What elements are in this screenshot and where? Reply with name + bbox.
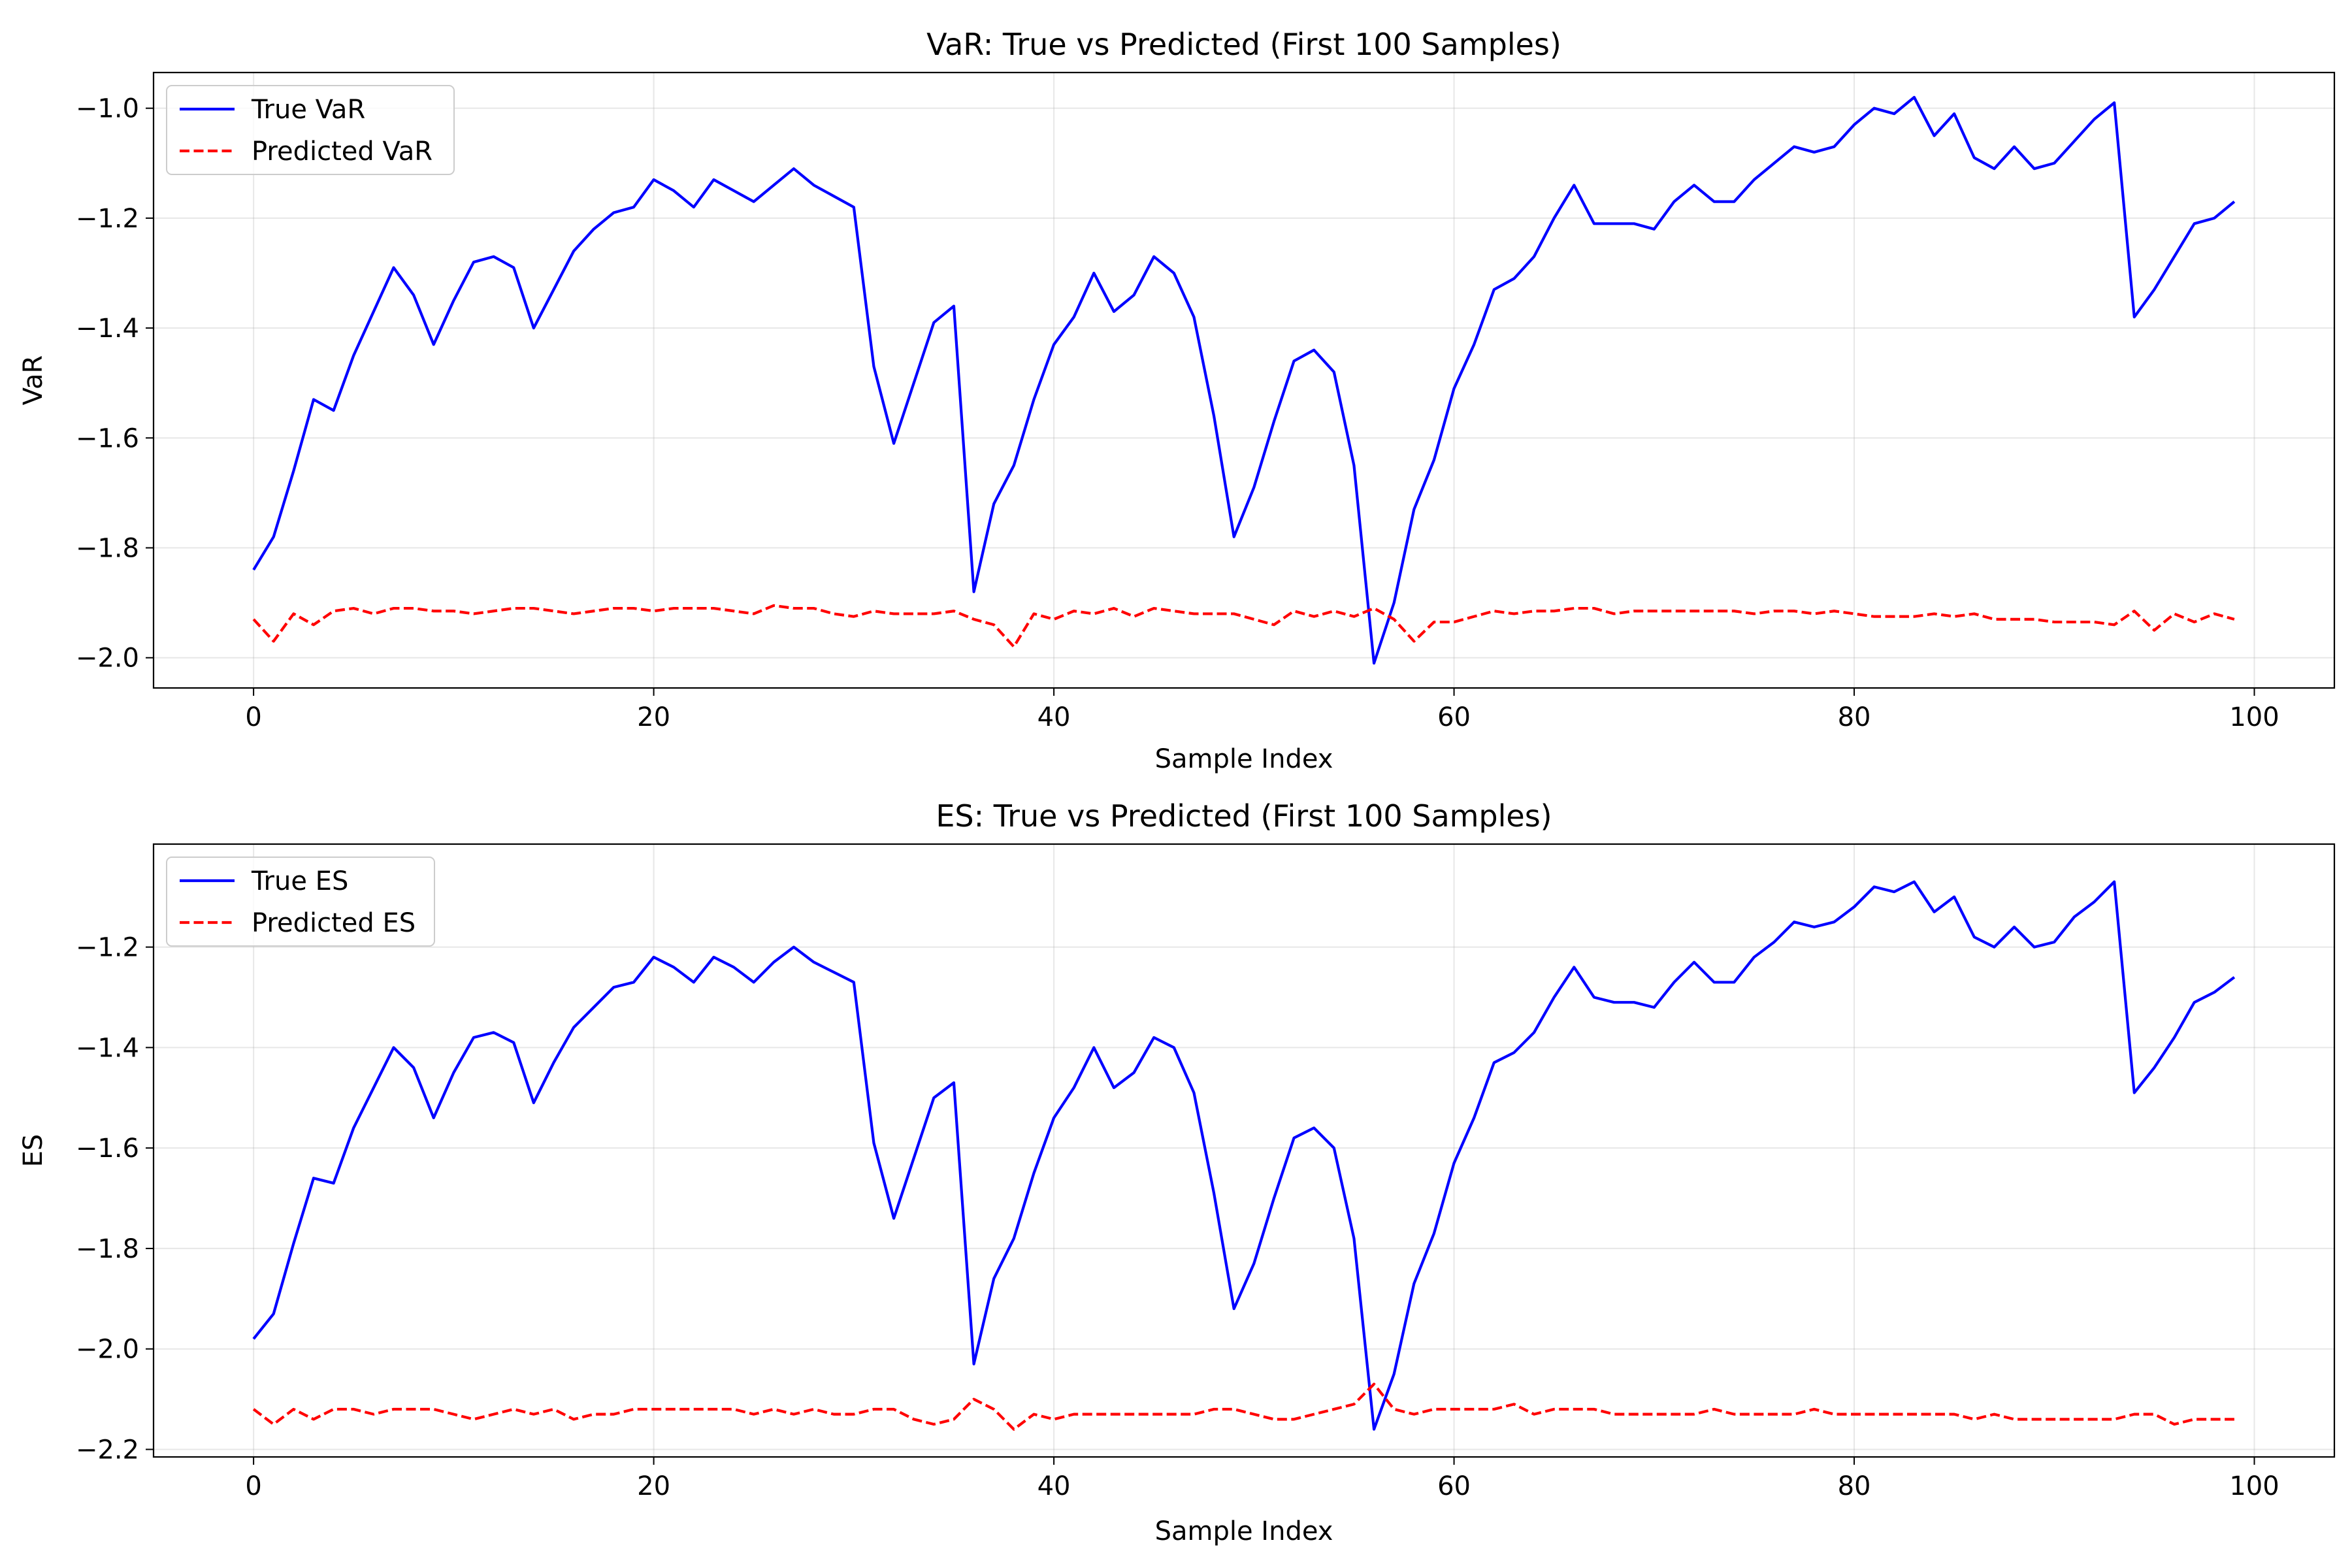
legend-box (166, 85, 455, 175)
var-series-predicted-line (252, 604, 2235, 649)
es-series-true-line (252, 880, 2236, 1431)
y-axis-label: VaR (18, 355, 48, 406)
x-tick-label: 40 (1037, 702, 1071, 732)
y-tick-label: −1.0 (76, 94, 139, 124)
x-tick-label: 80 (1838, 702, 1871, 732)
x-tick-label: 20 (637, 702, 670, 732)
grid-lines (154, 73, 2334, 688)
grid-lines (154, 844, 2334, 1457)
y-tick-label: −1.4 (76, 314, 139, 344)
x-tick-label: 20 (637, 1471, 670, 1501)
y-tick-label: −1.2 (76, 204, 139, 234)
var-series-true-line (252, 95, 2236, 665)
y-tick-label: −2.0 (76, 1335, 139, 1365)
y-tick-label: −1.6 (76, 423, 139, 453)
chart-title: ES: True vs Predicted (First 100 Samples… (936, 798, 1552, 834)
legend: True VaR Predicted VaR (166, 85, 455, 175)
es-chart-panel: 0 20 40 60 80 100 −2.2 −2.0 −1.8 −1.6 −1.4 −1.2 ES: … (18, 798, 2336, 1546)
legend-label-predicted: Predicted VaR (252, 137, 433, 167)
legend-label-predicted: Predicted ES (252, 908, 416, 938)
y-tick-label: −2.0 (76, 644, 139, 674)
x-tick-label: 100 (2229, 702, 2279, 732)
y-tick-label: −1.4 (76, 1033, 139, 1063)
x-axis-label: Sample Index (1155, 744, 1333, 774)
chart-title: VaR: True vs Predicted (First 100 Sample… (926, 27, 1561, 62)
plot-frame (152, 843, 2336, 1458)
x-tick-label: 60 (1437, 1471, 1471, 1501)
y-tick-label: −2.2 (76, 1435, 139, 1465)
x-tick-label: 0 (245, 702, 261, 732)
legend: True ES Predicted ES (166, 857, 435, 947)
x-tick-label: 0 (245, 1471, 261, 1501)
legend-label-true: True VaR (251, 95, 365, 125)
y-tick-label: −1.8 (76, 1234, 139, 1264)
y-axis-label: ES (18, 1134, 48, 1168)
x-tick-label: 100 (2229, 1471, 2279, 1501)
x-tick-label: 80 (1838, 1471, 1871, 1501)
legend-label-true: True ES (251, 866, 348, 896)
y-tick-label: −1.2 (76, 933, 139, 963)
var-chart-panel: 0 20 40 60 80 100 −2.0 −1.8 −1.6 −1.4 −1.2 −1.0 VaR:… (18, 27, 2336, 774)
x-axis-label: Sample Index (1155, 1516, 1333, 1546)
y-tick-label: −1.8 (76, 534, 139, 564)
es-series-predicted-line (252, 1382, 2234, 1431)
y-tick-label: −1.6 (76, 1134, 139, 1164)
x-tick-label: 60 (1437, 702, 1471, 732)
plot-frame (152, 71, 2336, 689)
x-tick-label: 40 (1037, 1471, 1071, 1501)
